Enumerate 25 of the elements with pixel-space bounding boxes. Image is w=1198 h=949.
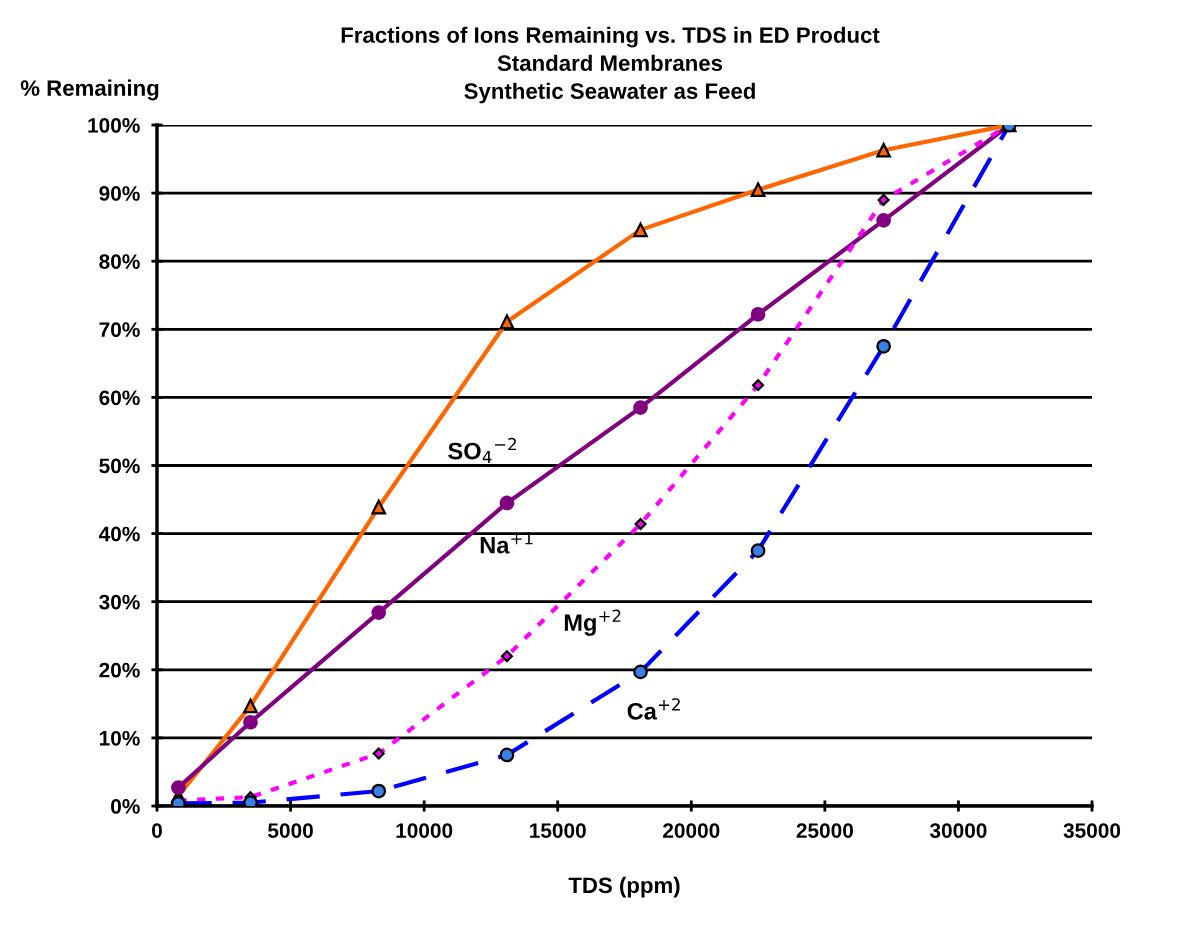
x-tick-label: 25000	[796, 823, 853, 838]
y-tick-label: 40%	[98, 526, 140, 542]
y-axis-title: % Remaining	[20, 79, 159, 101]
y-tick-label: 70%	[99, 322, 140, 338]
x-tick-label: 15000	[530, 823, 586, 838]
x-tick-label: 30000	[929, 823, 987, 838]
y-tick-label: 50%	[99, 458, 140, 474]
y-tick-label: 80%	[99, 254, 140, 269]
y-tick-label: 10%	[99, 730, 140, 746]
x-tick-label: 10000	[396, 823, 453, 838]
x-axis-title: TDS (ppm)	[568, 876, 680, 898]
series-label: Mg$^{+2}$	[564, 609, 621, 636]
x-tick-label: 0	[152, 823, 162, 838]
y-tick-label: 100%	[88, 118, 140, 133]
y-tick-label: 30%	[99, 594, 140, 610]
x-tick-label: 5000	[268, 823, 313, 838]
series-label: Ca$^{+2}$	[627, 698, 680, 720]
y-tick-label: 0%	[111, 799, 140, 814]
y-tick-label: 20%	[99, 662, 140, 678]
y-tick-label: 60%	[99, 390, 140, 406]
y-tick-label: 90%	[99, 186, 140, 201]
chart-title: Fractions of Ions Remaining vs. TDS in ED Product Standard Membranes Synthetic Seawater as Feed	[341, 26, 880, 104]
x-tick-label: 20000	[663, 823, 720, 838]
series-label: SO$_{4}$$^{−2}$	[448, 437, 516, 464]
x-tick-label: 35000	[1063, 823, 1121, 838]
